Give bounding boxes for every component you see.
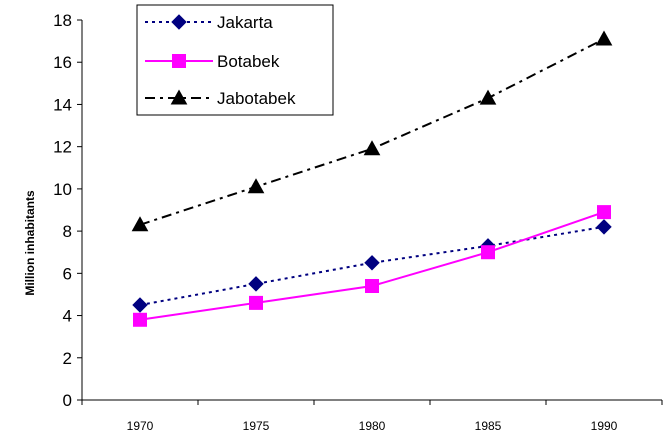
y-axis-title: Million inhabitants [23, 190, 37, 296]
legend-marker [170, 89, 188, 105]
data-point [481, 245, 495, 260]
x-axis-ticks: 1970 1975 1980 1985 1990 [81, 400, 663, 433]
data-point [248, 276, 264, 292]
data-point [479, 89, 497, 105]
y-tick-label: 6 [63, 264, 72, 283]
legend-item: Jabotabek [145, 89, 296, 108]
x-tick-label: 1970 [127, 419, 154, 433]
data-point [131, 216, 149, 232]
y-tick-label: 16 [53, 53, 72, 72]
legend-marker [171, 14, 187, 30]
data-point [363, 140, 381, 156]
legend: Jakarta Botabek Jabotabek [136, 4, 334, 116]
data-point [596, 219, 612, 235]
data-point [132, 297, 148, 313]
y-tick-label: 14 [53, 95, 72, 114]
y-tick-label: 8 [63, 222, 72, 241]
series-jabotabek [131, 30, 613, 232]
x-tick-label: 1980 [359, 419, 386, 433]
legend-label: Botabek [217, 52, 280, 71]
y-tick-label: 12 [53, 138, 72, 157]
y-tick-label: 4 [63, 307, 72, 326]
axes [81, 20, 662, 401]
y-tick-label: 2 [63, 349, 72, 368]
data-point [365, 279, 379, 293]
legend-marker [172, 54, 186, 68]
data-point [597, 205, 611, 220]
legend-label: Jabotabek [217, 89, 296, 108]
series-layer [131, 30, 613, 327]
legend-label: Jakarta [217, 13, 273, 32]
x-tick-label: 1975 [243, 419, 270, 433]
y-tick-label: 18 [53, 11, 72, 30]
y-tick-label: 0 [63, 391, 72, 410]
data-point [247, 178, 265, 194]
data-point [249, 295, 263, 310]
y-axis-ticks: 0 2 4 6 8 10 12 14 16 18 [53, 11, 82, 410]
legend-item: Botabek [145, 52, 280, 71]
legend-item: Jakarta [145, 13, 273, 32]
data-point [133, 312, 147, 327]
x-tick-label: 1990 [591, 419, 618, 433]
data-point [364, 255, 380, 271]
series-botabek [133, 205, 611, 327]
y-tick-label: 10 [53, 180, 72, 199]
series-line [139, 38, 605, 226]
x-tick-label: 1985 [475, 419, 502, 433]
data-point [595, 30, 613, 46]
